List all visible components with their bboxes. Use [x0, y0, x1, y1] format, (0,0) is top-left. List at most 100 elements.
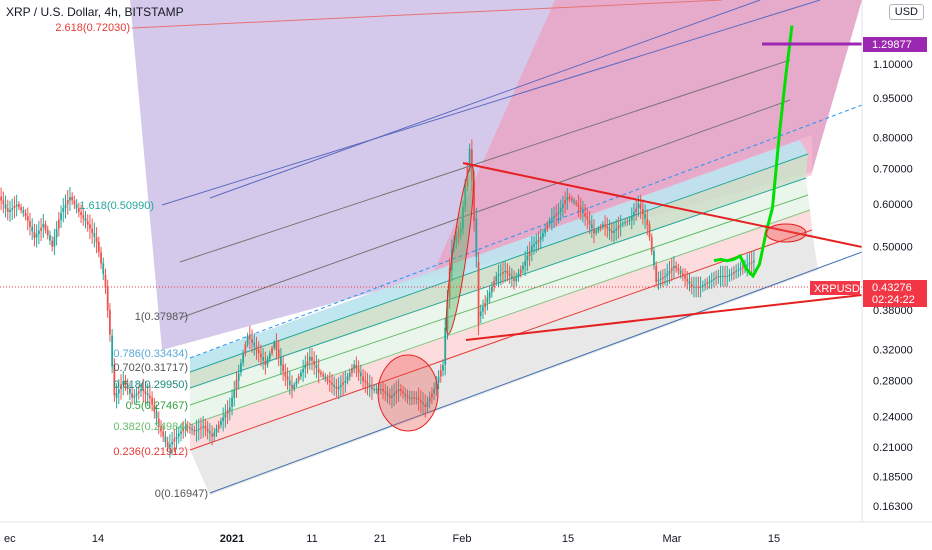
candle-body — [175, 436, 178, 440]
candle-body — [668, 270, 671, 274]
candle-body — [459, 228, 462, 233]
high-price-text: 1.29877 — [872, 39, 912, 51]
candle-body — [191, 428, 193, 430]
candle-body — [282, 364, 285, 372]
candle-body — [53, 237, 56, 247]
candle-body — [37, 230, 40, 235]
candle-body — [295, 380, 298, 385]
candle-body — [648, 224, 651, 238]
candle-body — [217, 424, 220, 429]
candle-body — [686, 278, 689, 282]
candle-body — [588, 220, 591, 225]
candle-body — [237, 373, 240, 381]
candle-body — [719, 276, 722, 278]
candle-body — [411, 397, 413, 399]
candle-body — [735, 270, 738, 273]
y-tick-2: 0.80000 — [873, 133, 913, 145]
candle-body — [393, 393, 396, 396]
candle-body — [688, 281, 691, 284]
candle-body — [442, 364, 444, 371]
candle-body — [109, 309, 111, 335]
candle-body — [384, 391, 387, 394]
candle-body — [739, 268, 742, 270]
current-price-text: 0.43276 — [872, 282, 912, 294]
candle-body — [171, 441, 173, 445]
candle-body — [55, 229, 58, 238]
countdown-text: 02:24:22 — [872, 294, 915, 306]
candle-body — [213, 432, 216, 437]
breakout-ellipse[interactable] — [765, 223, 807, 243]
candle-body — [17, 204, 20, 208]
candle-body — [268, 353, 271, 359]
candle-body — [184, 426, 187, 429]
candle-body — [308, 356, 311, 361]
candle-body — [162, 431, 165, 437]
candle-body — [364, 380, 367, 383]
candle-body — [220, 421, 222, 425]
candle-body — [97, 241, 100, 253]
candle-body — [160, 426, 162, 432]
candle-body — [211, 433, 213, 437]
candle-body — [608, 228, 611, 231]
triangle-lower-line[interactable] — [465, 294, 862, 341]
candle-body — [446, 300, 449, 329]
candle-body — [271, 347, 273, 354]
candle-body — [752, 260, 755, 262]
candle-body — [6, 208, 9, 212]
candle-body — [164, 436, 167, 442]
candle-body — [131, 393, 134, 398]
candle-body — [750, 262, 753, 264]
candle-body — [473, 181, 475, 221]
candle-body — [266, 358, 269, 365]
time-axis[interactable] — [0, 522, 932, 550]
x-tick-labels: ec 14 2021 11 21 Feb 15 Mar 15 — [4, 533, 780, 545]
candle-body — [550, 218, 553, 221]
candle-body — [71, 196, 74, 201]
candle-body — [264, 360, 267, 366]
candle-body — [335, 386, 338, 389]
pump-ellipse[interactable] — [441, 165, 479, 335]
y-tick-10: 0.21000 — [873, 442, 913, 454]
candle-body — [542, 232, 544, 238]
candle-body — [133, 395, 136, 398]
candle-body — [362, 376, 364, 381]
candle-body — [2, 200, 5, 204]
candle-body — [466, 167, 469, 186]
candle-body — [168, 444, 171, 448]
candle-body — [326, 378, 329, 381]
candle-body — [599, 226, 602, 229]
candle-body — [741, 267, 744, 269]
candle-body — [222, 417, 225, 422]
candle-body — [357, 368, 360, 373]
candle-body — [408, 397, 411, 399]
triangle-upper-line[interactable] — [462, 162, 862, 248]
candle-body — [91, 228, 94, 234]
candle-body — [299, 372, 302, 377]
candle-body — [553, 216, 555, 219]
candle-body — [151, 397, 154, 405]
candle-body — [186, 426, 189, 428]
candle-body — [42, 223, 45, 228]
candle-body — [582, 210, 584, 213]
y-tick-7: 0.32000 — [873, 345, 913, 357]
candle-body — [635, 208, 638, 213]
candle-body — [579, 207, 582, 211]
candle-body — [104, 274, 107, 288]
candle-body — [13, 205, 16, 209]
candle-body — [606, 226, 609, 229]
candle-body — [395, 390, 398, 394]
candle-body — [659, 278, 662, 280]
candle-body — [15, 204, 18, 207]
candle-body — [62, 207, 65, 213]
currency-button[interactable]: USD — [888, 4, 924, 20]
symbol-tag — [810, 281, 860, 295]
price-axis[interactable] — [862, 0, 932, 522]
candle-body — [548, 220, 551, 225]
accumulation-circle[interactable] — [377, 354, 439, 432]
plot-area — [0, 0, 862, 495]
x-tick-4: 21 — [374, 533, 386, 545]
candle-body — [539, 237, 542, 240]
candle-body — [57, 219, 60, 229]
candle-body — [546, 224, 549, 229]
